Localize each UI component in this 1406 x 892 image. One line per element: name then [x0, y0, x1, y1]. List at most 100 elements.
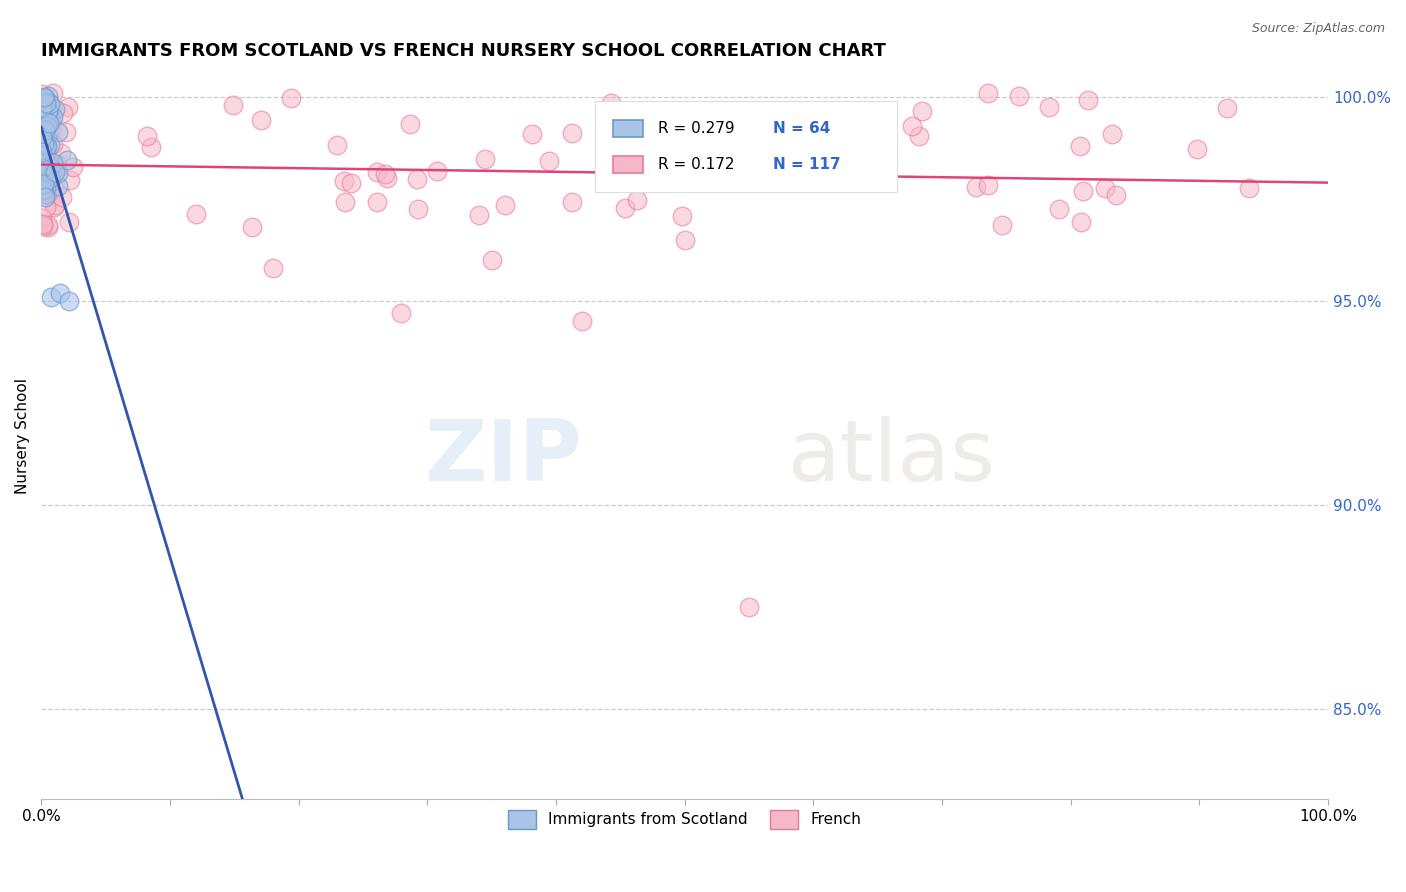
Point — [37, 95, 59, 109]
Point — [1070, 215, 1092, 229]
Point — [31, 108, 53, 122]
Point — [31, 109, 53, 123]
Point — [37, 115, 59, 129]
Point — [31, 151, 53, 165]
Point — [32, 118, 55, 132]
Point — [39, 122, 62, 136]
Point — [614, 201, 637, 215]
Point — [976, 178, 998, 192]
Point — [31, 161, 53, 175]
Point — [39, 159, 62, 173]
Point — [34, 187, 56, 202]
Point — [44, 102, 66, 116]
Point — [31, 157, 53, 171]
Point — [42, 167, 65, 181]
Point — [139, 140, 162, 154]
Point — [37, 88, 59, 103]
Point — [41, 290, 63, 304]
Point — [62, 160, 84, 174]
Point — [35, 180, 58, 194]
FancyBboxPatch shape — [595, 102, 897, 193]
Point — [31, 123, 53, 137]
Point — [1047, 202, 1070, 216]
Point — [34, 102, 56, 116]
Point — [42, 169, 65, 184]
Point — [1038, 100, 1060, 114]
Point — [46, 166, 69, 180]
Point — [34, 185, 56, 199]
Point — [626, 194, 648, 208]
Point — [1216, 101, 1239, 115]
Point — [240, 220, 263, 235]
Point — [222, 97, 245, 112]
Point — [600, 96, 623, 111]
Point — [391, 306, 413, 320]
Point — [280, 91, 302, 105]
Point — [965, 180, 987, 194]
Point — [35, 119, 58, 133]
Point — [49, 145, 72, 160]
Point — [42, 111, 65, 125]
Point — [31, 123, 53, 137]
Point — [42, 201, 65, 215]
Point — [46, 157, 69, 171]
Point — [494, 198, 516, 212]
Point — [44, 165, 66, 179]
Text: atlas: atlas — [787, 416, 995, 499]
Point — [832, 165, 855, 179]
Point — [31, 145, 53, 159]
Point — [35, 131, 58, 145]
Point — [38, 115, 60, 129]
Point — [738, 600, 761, 615]
Point — [374, 167, 396, 181]
Point — [990, 218, 1012, 232]
Point — [32, 95, 55, 110]
Point — [1094, 181, 1116, 195]
Point — [31, 178, 53, 193]
Point — [31, 101, 53, 115]
FancyBboxPatch shape — [613, 120, 644, 137]
Point — [35, 131, 58, 145]
Point — [35, 145, 58, 159]
Point — [32, 170, 55, 185]
Point — [907, 128, 929, 143]
Point — [37, 104, 59, 119]
Point — [59, 172, 82, 186]
Point — [250, 113, 273, 128]
Point — [406, 172, 429, 186]
Point — [1101, 128, 1123, 142]
Point — [41, 168, 63, 182]
Point — [671, 209, 693, 223]
Point — [34, 131, 56, 145]
Point — [673, 233, 696, 247]
Point — [911, 103, 934, 118]
Point — [326, 138, 349, 153]
Point — [858, 156, 880, 170]
Legend: Immigrants from Scotland, French: Immigrants from Scotland, French — [502, 804, 868, 835]
Point — [38, 105, 60, 120]
Text: R = 0.279: R = 0.279 — [658, 120, 734, 136]
Point — [31, 211, 53, 226]
Point — [901, 119, 924, 133]
Text: N = 64: N = 64 — [773, 120, 831, 136]
Point — [44, 198, 66, 212]
Point — [37, 113, 59, 128]
Point — [481, 253, 503, 268]
Point — [520, 127, 543, 141]
Point — [41, 136, 63, 151]
Point — [35, 96, 58, 111]
Point — [52, 106, 75, 120]
Point — [56, 153, 79, 167]
Text: N = 117: N = 117 — [773, 157, 841, 172]
Point — [55, 126, 77, 140]
Point — [332, 174, 354, 188]
Point — [426, 164, 449, 178]
Y-axis label: Nursery School: Nursery School — [15, 377, 30, 493]
Point — [366, 194, 388, 209]
Point — [39, 113, 62, 128]
Point — [976, 86, 998, 100]
Point — [41, 107, 63, 121]
Point — [399, 117, 422, 131]
Point — [474, 152, 496, 166]
Point — [571, 314, 593, 328]
